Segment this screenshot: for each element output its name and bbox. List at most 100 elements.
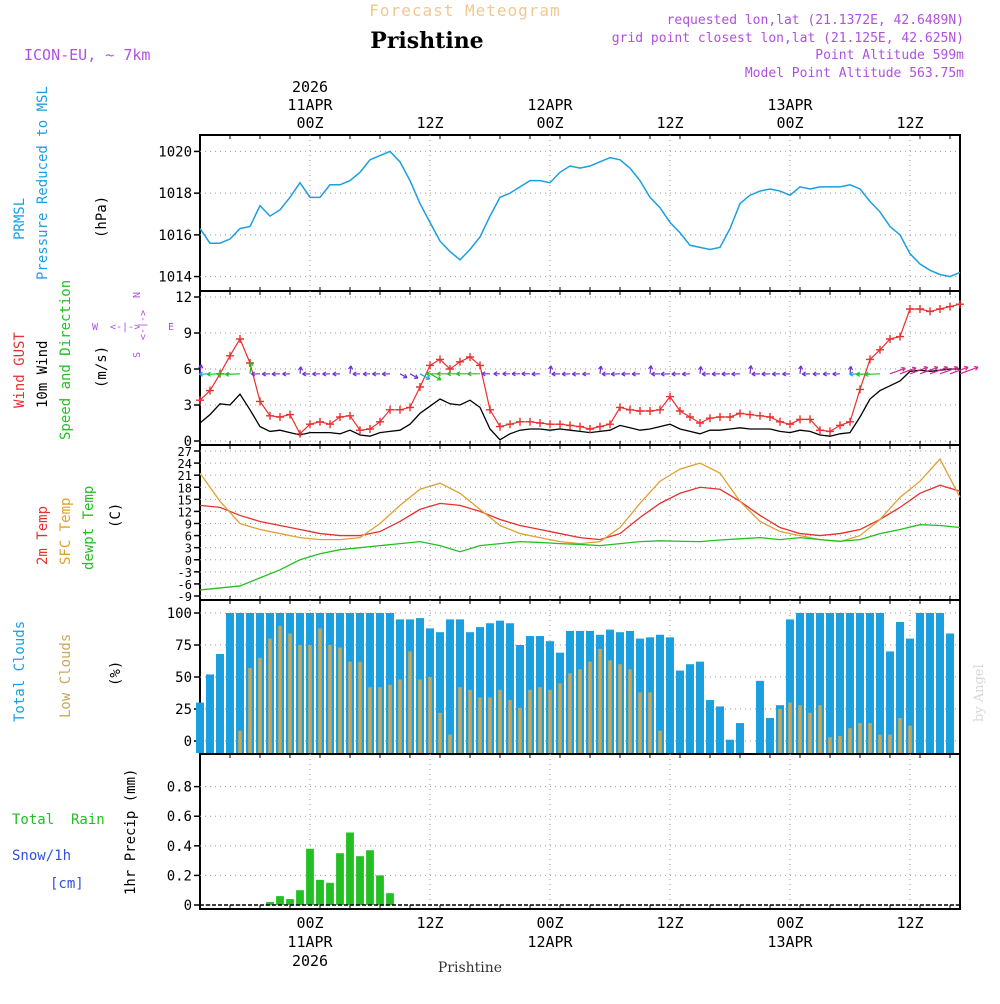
gust-marker — [746, 411, 754, 419]
low-cloud-bar — [648, 692, 652, 753]
bottom-hour-label: 12Z — [896, 914, 923, 932]
precip-labels: Total Rain Snow/1h [cm] 1hr Precip (mm) — [12, 769, 139, 895]
bottom-hour-label: 00Z — [776, 914, 803, 932]
rain-bar — [296, 890, 304, 905]
rain-bar — [386, 893, 394, 905]
bottom-date-label: 11APR — [287, 933, 333, 951]
low-cloud-bar — [418, 680, 422, 753]
precip-unit-label: 1hr Precip (mm) — [123, 769, 139, 895]
total-cloud-bar — [696, 662, 704, 753]
t2m-label: 2m Temp — [35, 506, 51, 565]
gust-marker — [416, 383, 424, 391]
low-cloud-bar — [908, 726, 912, 753]
total-cloud-bar — [446, 619, 454, 753]
top-hour-label: 12Z — [656, 114, 683, 132]
panel-border — [200, 445, 960, 600]
total-cloud-bar — [756, 681, 764, 753]
rain-bar — [316, 880, 324, 905]
low-cloud-bar — [238, 731, 242, 753]
rain-bar — [286, 899, 294, 905]
low-cloud-bar — [268, 639, 272, 753]
wind-dir-label: Speed and Direction — [58, 280, 74, 440]
gust-marker — [546, 420, 554, 428]
y-tick-label: -9 — [178, 590, 192, 604]
y-tick-label: 9 — [184, 326, 192, 342]
gust-marker — [326, 420, 334, 428]
low-cloud-bar — [778, 709, 782, 753]
top-date-label: 12APR — [527, 96, 573, 114]
rain-bar — [306, 849, 314, 905]
gust-marker — [646, 407, 654, 415]
wind-labels: Wind GUST 10m Wind Speed and Direction (… — [12, 280, 174, 440]
gust-marker — [456, 358, 464, 366]
gust-marker — [426, 361, 434, 369]
y-tick-label: 0 — [185, 554, 192, 568]
top-hour-label: 00Z — [776, 114, 803, 132]
total-cloud-bar — [876, 613, 884, 753]
y-tick-label: 1020 — [158, 144, 192, 160]
top-hour-label: 12Z — [896, 114, 923, 132]
gust-marker — [316, 418, 324, 426]
y-tick-label: 3 — [184, 398, 192, 414]
low-cloud-bar — [838, 736, 842, 753]
low-cloud-bar — [248, 668, 252, 753]
wind-direction-arrow — [960, 367, 978, 374]
low-cloud-bar — [598, 649, 602, 753]
bottom-hour-label: 00Z — [536, 914, 563, 932]
gust-label: Wind GUST — [12, 332, 28, 408]
total-cloud-bar — [666, 637, 674, 753]
gust-marker — [766, 413, 774, 421]
bottom-year-label: 2026 — [292, 952, 328, 970]
gust-marker — [786, 420, 794, 428]
rain-bar — [356, 856, 364, 905]
low-cloud-bar — [528, 690, 532, 753]
compass-arrow-ew: <-|-> — [110, 322, 140, 333]
total-cloud-bar — [216, 654, 224, 753]
compass-north: N — [132, 292, 143, 298]
bottom-date-label: 12APR — [527, 933, 573, 951]
y-tick-label: 12 — [178, 505, 192, 519]
low-cloud-bar — [798, 705, 802, 753]
total-cloud-bar — [936, 613, 944, 753]
low-cloud-bar — [458, 687, 462, 753]
gust-marker — [406, 403, 414, 411]
total-cloud-bar — [766, 718, 774, 753]
low-cloud-bar — [518, 708, 522, 753]
total-cloud-bar — [206, 674, 214, 753]
low-cloud-bar — [448, 735, 452, 753]
gust-marker — [896, 333, 904, 341]
snow-label: Snow/1h — [12, 848, 71, 864]
y-tick-label: 21 — [178, 469, 192, 483]
y-tick-label: 1016 — [158, 228, 192, 244]
gust-marker — [916, 305, 924, 313]
gust-marker — [736, 409, 744, 417]
y-tick-label: 100 — [167, 606, 192, 622]
gust-marker — [366, 425, 374, 433]
y-tick-label: 25 — [175, 702, 192, 718]
gust-marker — [616, 403, 624, 411]
low-cloud-bar — [338, 648, 342, 753]
low-clouds-label: Low Clouds — [58, 634, 74, 718]
gust-marker — [486, 406, 494, 414]
gust-marker — [796, 415, 804, 423]
gust-marker — [696, 419, 704, 427]
gust-marker — [506, 420, 514, 428]
gust-marker — [496, 423, 504, 431]
low-cloud-bar — [878, 735, 882, 753]
y-tick-label: -6 — [178, 578, 192, 592]
low-cloud-bar — [328, 645, 332, 753]
low-cloud-bar — [378, 687, 382, 753]
low-cloud-bar — [478, 697, 482, 753]
gust-marker — [556, 420, 564, 428]
y-tick-label: 75 — [175, 638, 192, 654]
low-cloud-bar — [578, 669, 582, 753]
low-cloud-bar — [308, 645, 312, 753]
station-title: Prishtine — [370, 28, 483, 54]
wind-unit-label: (m/s) — [94, 346, 110, 388]
gust-marker — [946, 303, 954, 311]
y-tick-label: 12 — [175, 290, 192, 306]
y-tick-label: 50 — [175, 670, 192, 686]
gust-marker — [856, 385, 864, 393]
